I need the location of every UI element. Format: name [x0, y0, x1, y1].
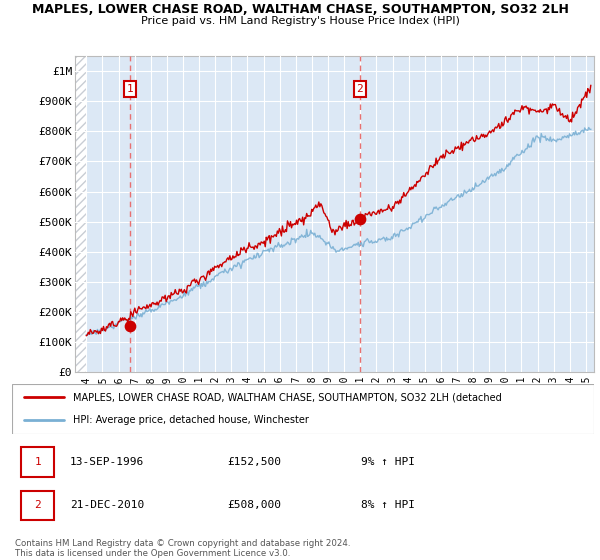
Text: 2: 2 — [34, 500, 41, 510]
Text: MAPLES, LOWER CHASE ROAD, WALTHAM CHASE, SOUTHAMPTON, SO32 2LH (detached: MAPLES, LOWER CHASE ROAD, WALTHAM CHASE,… — [73, 392, 502, 402]
Text: 1: 1 — [34, 457, 41, 467]
Bar — [75, 56, 86, 372]
Text: 9% ↑ HPI: 9% ↑ HPI — [361, 457, 415, 467]
Text: £152,500: £152,500 — [227, 457, 281, 467]
Text: £508,000: £508,000 — [227, 500, 281, 510]
Text: 8% ↑ HPI: 8% ↑ HPI — [361, 500, 415, 510]
Text: Contains HM Land Registry data © Crown copyright and database right 2024.
This d: Contains HM Land Registry data © Crown c… — [15, 539, 350, 558]
Text: Price paid vs. HM Land Registry's House Price Index (HPI): Price paid vs. HM Land Registry's House … — [140, 16, 460, 26]
Text: 13-SEP-1996: 13-SEP-1996 — [70, 457, 145, 467]
Bar — [21, 447, 55, 477]
Bar — [21, 491, 55, 520]
Text: HPI: Average price, detached house, Winchester: HPI: Average price, detached house, Winc… — [73, 416, 309, 426]
Point — [125, 322, 134, 331]
Text: 1: 1 — [127, 84, 133, 94]
Point — [355, 215, 365, 224]
Text: 21-DEC-2010: 21-DEC-2010 — [70, 500, 145, 510]
Text: 2: 2 — [356, 84, 363, 94]
Text: MAPLES, LOWER CHASE ROAD, WALTHAM CHASE, SOUTHAMPTON, SO32 2LH: MAPLES, LOWER CHASE ROAD, WALTHAM CHASE,… — [32, 3, 568, 16]
